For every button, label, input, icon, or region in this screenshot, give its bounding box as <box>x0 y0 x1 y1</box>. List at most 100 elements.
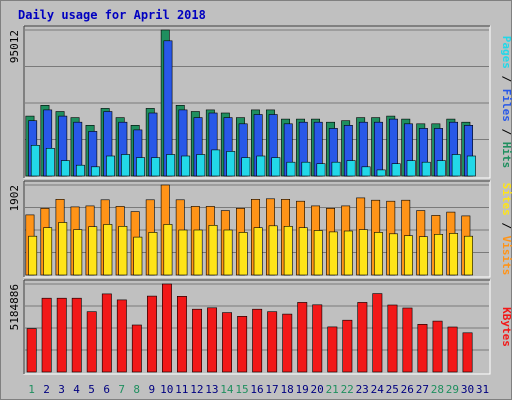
x-tick-label: 7 <box>118 383 125 396</box>
bar-kbytes-day-28 <box>432 320 443 373</box>
x-tick-label: 2 <box>43 383 50 396</box>
panel-visits-sites: 1902 Sites / Visits <box>8 180 512 278</box>
panel-max-label: 95012 <box>8 30 21 63</box>
bar-pages-day-1 <box>30 145 40 177</box>
legend-entry-files: Files <box>500 89 512 122</box>
bar-pages-day-26 <box>406 160 416 177</box>
x-tick-label: 3 <box>58 383 65 396</box>
bar-kbytes-day-16 <box>252 308 263 373</box>
bar-pages-day-3 <box>60 160 70 177</box>
bar-sites-day-12 <box>193 229 203 276</box>
legend-entry-visits: Visits <box>500 236 512 276</box>
bar-pages-day-22 <box>346 160 356 177</box>
chart-title: Daily usage for April 2018 <box>18 8 206 22</box>
x-tick-label: 11 <box>175 383 188 396</box>
bar-kbytes-day-29 <box>447 326 458 373</box>
bar-pages-day-20 <box>316 163 326 177</box>
bar-kbytes-day-2 <box>41 297 52 373</box>
bar-sites-day-10 <box>163 224 173 276</box>
x-tick-label: 30 <box>461 383 474 396</box>
bar-kbytes-day-30 <box>462 332 473 373</box>
x-tick-label: 13 <box>205 383 218 396</box>
bar-kbytes-day-4 <box>71 297 82 373</box>
bar-sites-day-21 <box>328 231 338 276</box>
bar-kbytes-day-3 <box>56 297 67 373</box>
bar-kbytes-day-13 <box>207 307 217 373</box>
x-tick-label: 22 <box>341 383 354 396</box>
bar-pages-day-19 <box>301 161 311 177</box>
bar-pages-day-18 <box>286 161 296 177</box>
x-axis-labels: 1 2 3 4 5 6 7 8 9 10 11 12 13 14 15 16 17 18 19 20 21 22 23 24 2… <box>28 383 489 396</box>
legend-text: Sites / Visits <box>500 183 512 276</box>
bar-pages-day-8 <box>136 157 145 177</box>
bar-pages-day-9 <box>151 157 161 177</box>
legend-separator: / <box>500 69 512 89</box>
bar-sites-day-24 <box>373 232 383 276</box>
x-tick-label: 9 <box>148 383 155 396</box>
legend-entry-hits: Hits <box>500 142 512 169</box>
bar-sites-day-28 <box>434 234 443 276</box>
x-tick-label: 19 <box>295 383 308 396</box>
x-tick-label: 1 <box>28 383 35 396</box>
x-tick-label: 18 <box>280 383 293 396</box>
bar-sites-day-4 <box>73 229 83 276</box>
legend-entry-sites: Sites <box>500 183 512 216</box>
bar-pages-day-14 <box>226 151 236 177</box>
legend-text: KBytes <box>500 307 512 347</box>
bar-sites-day-17 <box>268 225 278 276</box>
bar-pages-day-28 <box>436 160 446 177</box>
x-tick-label: 31 <box>476 383 489 396</box>
bar-kbytes-day-8 <box>131 324 142 373</box>
bar-kbytes-day-6 <box>101 293 112 373</box>
bar-sites-day-9 <box>148 232 158 276</box>
bar-pages-day-25 <box>391 163 401 177</box>
bar-sites-day-7 <box>118 226 128 276</box>
x-tick-label: 17 <box>265 383 278 396</box>
bar-kbytes-day-11 <box>177 295 187 373</box>
bar-sites-day-11 <box>178 229 188 276</box>
bar-sites-day-3 <box>58 222 68 276</box>
panel-legend: KBytes <box>500 307 512 347</box>
bar-pages-day-10 <box>166 154 176 177</box>
bar-kbytes-day-20 <box>312 304 323 373</box>
bar-kbytes-day-10 <box>162 283 172 373</box>
bar-sites-day-23 <box>358 229 368 276</box>
bar-pages-day-29 <box>451 154 461 177</box>
bar-kbytes-day-17 <box>267 311 278 373</box>
bar-kbytes-day-19 <box>297 302 308 373</box>
bar-sites-day-19 <box>298 227 308 276</box>
bar-pages-day-17 <box>271 157 281 177</box>
panel-legend: Sites / Visits <box>500 183 512 276</box>
bar-kbytes-day-18 <box>282 313 293 373</box>
bar-kbytes-day-15 <box>237 315 248 373</box>
legend-text: Pages / Files / Hits <box>500 36 512 169</box>
legend-entry-kbytes: KBytes <box>500 307 512 347</box>
bar-sites-day-8 <box>133 236 143 276</box>
bar-sites-day-13 <box>208 225 218 276</box>
panel-kbytes: 5184886 KBytes <box>8 279 512 375</box>
bar-sites-day-14 <box>223 229 233 276</box>
x-tick-label: 23 <box>356 383 369 396</box>
bar-sites-day-25 <box>388 233 398 276</box>
x-tick-label: 16 <box>250 383 263 396</box>
legend-separator: / <box>500 122 512 142</box>
bar-sites-day-16 <box>253 227 263 276</box>
bar-sites-day-18 <box>283 226 293 276</box>
bar-sites-day-22 <box>343 230 353 276</box>
bar-kbytes-day-23 <box>357 302 368 373</box>
x-tick-label: 8 <box>133 383 140 396</box>
bar-sites-day-2 <box>43 227 53 276</box>
bar-kbytes-day-25 <box>387 304 398 373</box>
panel-bars <box>26 283 473 373</box>
x-tick-label: 29 <box>446 383 459 396</box>
panel-max-label: 1902 <box>8 185 21 212</box>
legend-separator: / <box>500 216 512 236</box>
panel-legend: Pages / Files / Hits <box>500 36 512 169</box>
bar-kbytes-day-21 <box>327 326 338 373</box>
bar-pages-day-6 <box>106 155 116 177</box>
bar-pages-day-23 <box>361 166 371 177</box>
x-tick-label: 26 <box>401 383 414 396</box>
x-tick-label: 4 <box>73 383 80 396</box>
bar-kbytes-day-9 <box>147 295 157 373</box>
x-tick-label: 12 <box>190 383 203 396</box>
